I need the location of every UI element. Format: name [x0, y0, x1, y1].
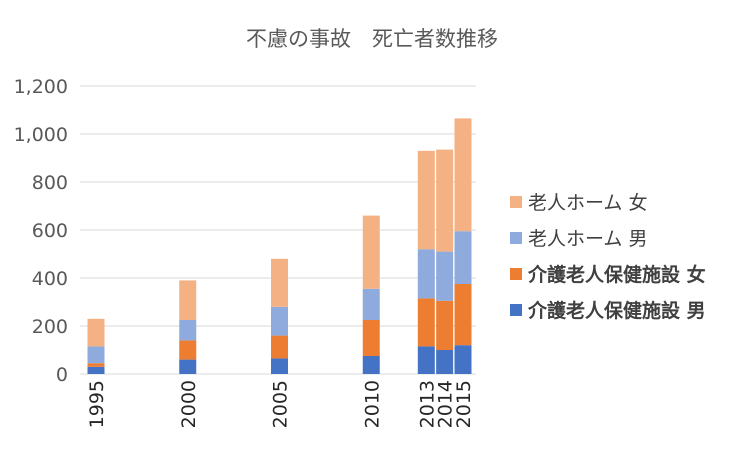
bar-segment [436, 350, 454, 374]
bar-segment [179, 359, 197, 374]
y-tick-label: 400 [32, 268, 68, 290]
bar-segment [179, 340, 197, 360]
bar-segment [87, 363, 105, 367]
bar-segment [362, 215, 380, 289]
bar-segment [87, 366, 105, 374]
y-tick-label: 600 [32, 220, 68, 242]
y-tick-label: 200 [32, 316, 68, 338]
bar-segment [454, 345, 472, 374]
x-tick-label: 1995 [86, 380, 108, 428]
x-tick-label: 2015 [453, 380, 475, 428]
legend-label: 老人ホーム 女 [528, 192, 647, 214]
bar-segment [417, 298, 435, 347]
bar-segment [436, 251, 454, 301]
y-tick-label: 800 [32, 172, 68, 194]
bar-segment [87, 346, 105, 364]
x-tick-label: 2005 [270, 380, 292, 428]
bar-segment [179, 320, 197, 341]
bar-segment [362, 288, 380, 320]
bar-segment [362, 356, 380, 374]
bar-segment [454, 231, 472, 284]
bar-segment [271, 306, 288, 336]
x-tick-label: 2010 [361, 380, 383, 428]
legend-swatch [510, 268, 522, 280]
y-tick-label: 0 [56, 364, 68, 386]
bar-segment [87, 318, 105, 347]
legend-label: 介護老人保健施設 男 [527, 299, 706, 322]
legend-swatch [510, 304, 522, 316]
bar-segment [271, 258, 288, 307]
chart-title: 不慮の事故 死亡者数推移 [246, 27, 498, 51]
legend-swatch [510, 196, 522, 208]
bar-segment [271, 358, 288, 374]
bar-segment [417, 249, 435, 299]
legend-label: 介護老人保健施設 女 [527, 263, 706, 286]
y-axis-ticks: 0 200 400 600 800 1,000 1,200 [14, 76, 68, 386]
x-tick-label: 2013 [416, 380, 438, 428]
bar-segment [417, 150, 435, 250]
x-tick-label: 2014 [435, 380, 457, 428]
y-tick-label: 1,200 [14, 76, 68, 98]
bar-segment [436, 300, 454, 350]
bar-segment [454, 284, 472, 346]
legend-label: 老人ホーム 男 [528, 228, 647, 250]
bar-segment [179, 280, 197, 320]
bar-segment [362, 320, 380, 356]
bar-segment [417, 346, 435, 374]
bar-segment [436, 149, 454, 252]
x-tick-label: 2000 [178, 380, 200, 428]
legend-swatch [510, 232, 522, 244]
bar-segment [454, 118, 472, 232]
y-tick-label: 1,000 [14, 124, 68, 146]
bars [87, 118, 472, 374]
bar-segment [271, 335, 288, 359]
